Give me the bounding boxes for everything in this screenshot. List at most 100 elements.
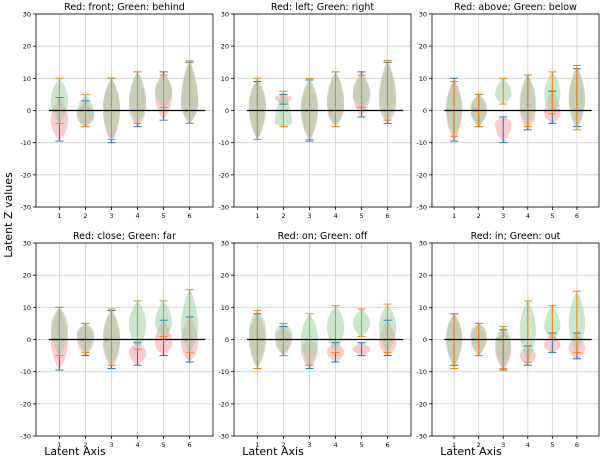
y-tick-label: -30 (218, 204, 229, 212)
y-tick-label: 10 (23, 75, 31, 83)
figure-ylabel: Latent Z values (2, 172, 15, 258)
x-tick-label: 5 (161, 212, 165, 220)
x-tick-label: 6 (575, 212, 579, 220)
y-tick-label: -20 (416, 171, 427, 179)
x-tick-label: 4 (135, 212, 139, 220)
y-tick-label: -20 (20, 400, 31, 408)
axes-frame (431, 13, 600, 208)
x-tick-label: 3 (307, 441, 311, 449)
y-tick-label: -30 (20, 204, 31, 212)
y-tick-label: -10 (20, 368, 31, 376)
x-tick-label: 3 (307, 212, 311, 220)
x-tick-label: 1 (255, 212, 259, 220)
y-tick-label: 0 (423, 336, 427, 344)
y-tick-label: -10 (20, 139, 31, 147)
y-tick-label: 30 (419, 11, 427, 19)
x-tick-label: 2 (477, 441, 481, 449)
axes-frame (35, 242, 214, 437)
y-tick-label: 10 (221, 75, 229, 83)
y-tick-label: 0 (423, 107, 427, 115)
subplot: -30 -20 -10 0 10 20 30 1 2 3 4 5 6 Red: in; Green: ou… (416, 231, 600, 449)
y-tick-label: -10 (416, 139, 427, 147)
x-tick-label: 4 (526, 212, 530, 220)
figure-xlabel: Latent Axis (242, 445, 304, 458)
x-tick-label: 1 (452, 212, 456, 220)
x-tick-label: 2 (281, 441, 285, 449)
x-tick-label: 1 (255, 441, 259, 449)
y-tick-label: -30 (416, 204, 427, 212)
y-tick-label: 0 (225, 336, 229, 344)
x-tick-label: 6 (386, 212, 390, 220)
subplot: -30 -20 -10 0 10 20 30 1 2 3 4 5 6 Red: front; Green:… (20, 2, 214, 220)
x-tick-label: 1 (452, 441, 456, 449)
y-tick-label: -10 (218, 368, 229, 376)
x-tick-label: 2 (83, 441, 87, 449)
figure-xlabel: Latent Axis (440, 445, 502, 458)
y-tick-label: 0 (225, 107, 229, 115)
x-tick-label: 4 (333, 441, 337, 449)
y-tick-label: 0 (27, 336, 31, 344)
x-tick-label: 6 (188, 441, 192, 449)
y-tick-label: 30 (23, 240, 31, 248)
x-tick-label: 6 (188, 212, 192, 220)
y-tick-label: 20 (23, 43, 31, 51)
x-tick-label: 4 (526, 441, 530, 449)
y-tick-label: 10 (419, 304, 427, 312)
y-tick-label: 20 (23, 272, 31, 280)
y-tick-label: -20 (218, 171, 229, 179)
x-tick-label: 1 (57, 212, 61, 220)
subplot: -30 -20 -10 0 10 20 30 1 2 3 4 5 6 Red: left; Green: … (218, 2, 412, 220)
y-tick-label: -10 (218, 139, 229, 147)
axes-frame (233, 242, 412, 437)
y-tick-label: 20 (419, 43, 427, 51)
x-tick-label: 3 (109, 441, 113, 449)
subplot: -30 -20 -10 0 10 20 30 1 2 3 4 5 6 Red: on; Green: of… (218, 231, 412, 449)
axes-frame (233, 13, 412, 208)
y-tick-label: 30 (23, 11, 31, 19)
y-tick-label: 20 (221, 272, 229, 280)
x-tick-label: 4 (135, 441, 139, 449)
x-tick-label: 6 (575, 441, 579, 449)
y-tick-label: 30 (221, 11, 229, 19)
y-tick-label: -30 (20, 433, 31, 441)
y-tick-label: 0 (27, 107, 31, 115)
x-tick-label: 5 (359, 441, 363, 449)
y-tick-label: 10 (23, 304, 31, 312)
figure-xlabel: Latent Axis (44, 445, 106, 458)
x-tick-label: 5 (550, 441, 554, 449)
y-tick-label: 10 (221, 304, 229, 312)
y-tick-label: -30 (416, 433, 427, 441)
subplot-title: Red: in; Green: out (471, 231, 561, 242)
subplot: -30 -20 -10 0 10 20 30 1 2 3 4 5 6 Red: above; Green:… (416, 2, 600, 220)
y-tick-label: -10 (416, 368, 427, 376)
y-tick-label: -20 (20, 171, 31, 179)
subplot-title: Red: close; Green: far (73, 231, 176, 242)
x-tick-label: 4 (333, 212, 337, 220)
y-tick-label: 20 (221, 43, 229, 51)
subplot: -30 -20 -10 0 10 20 30 1 2 3 4 5 6 Red: close; Green:… (20, 231, 214, 449)
subplot-title: Red: above; Green: below (454, 2, 577, 13)
x-tick-label: 5 (359, 212, 363, 220)
y-tick-label: 30 (221, 240, 229, 248)
x-tick-label: 2 (83, 212, 87, 220)
x-tick-label: 1 (57, 441, 61, 449)
x-tick-label: 3 (109, 212, 113, 220)
x-tick-label: 6 (386, 441, 390, 449)
subplot-title: Red: front; Green: behind (64, 2, 185, 13)
y-tick-label: 20 (419, 272, 427, 280)
y-tick-label: 10 (419, 75, 427, 83)
axes-frame (431, 242, 600, 437)
x-tick-label: 3 (501, 212, 505, 220)
subplot-title: Red: left; Green: right (271, 2, 374, 13)
x-tick-label: 3 (501, 441, 505, 449)
y-tick-label: -30 (218, 433, 229, 441)
x-tick-label: 2 (281, 212, 285, 220)
x-tick-label: 5 (161, 441, 165, 449)
x-tick-label: 5 (550, 212, 554, 220)
axes-frame (35, 13, 214, 208)
x-tick-label: 2 (477, 212, 481, 220)
subplot-title: Red: on; Green: off (278, 231, 368, 242)
y-tick-label: 30 (419, 240, 427, 248)
